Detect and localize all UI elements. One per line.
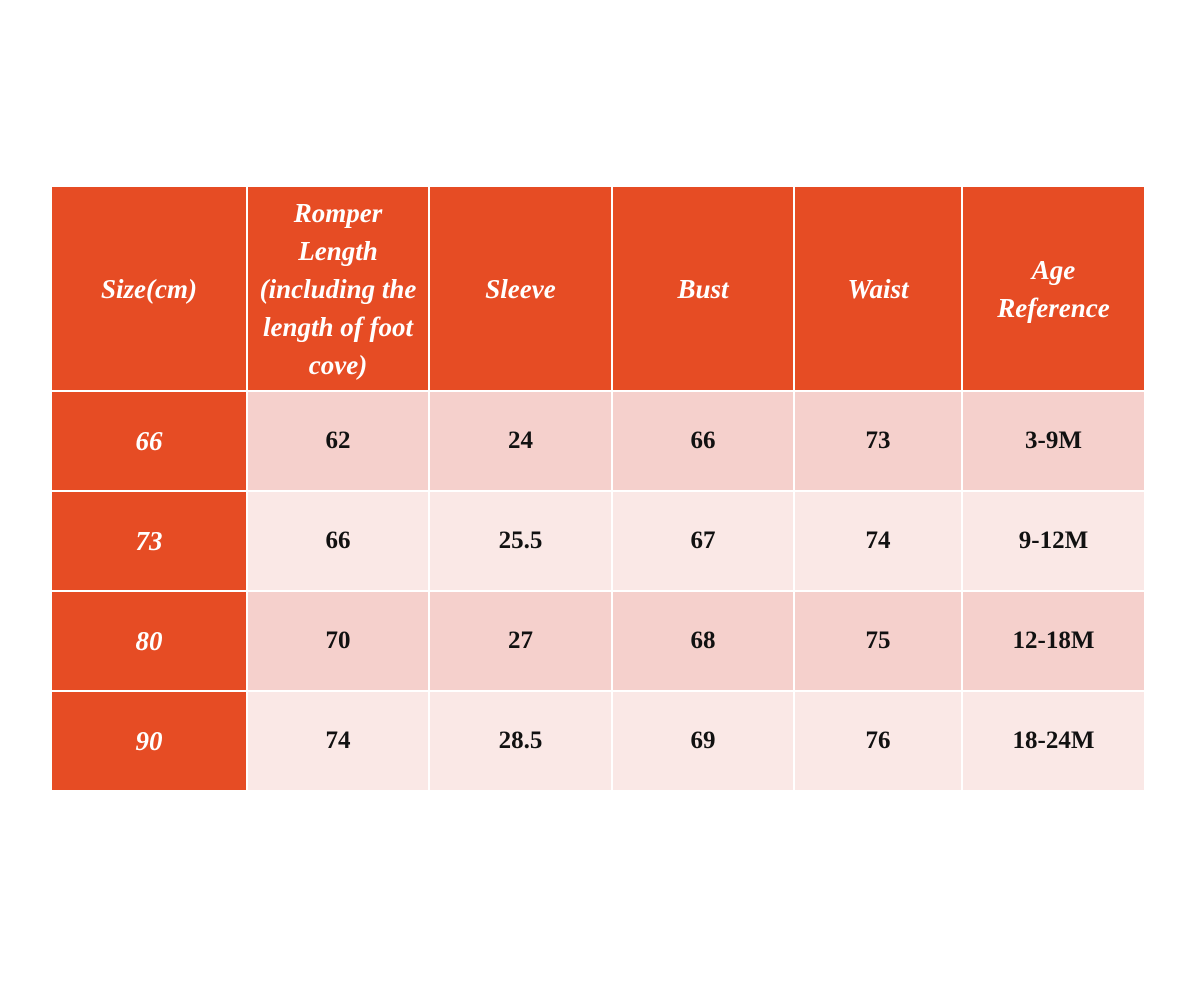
table-body: 66 62 24 66 73 3-9M 73 66 25.5 67 74 9-12M 80 70 27 68 7… <box>50 390 1146 792</box>
size-cell: 66 <box>50 390 248 492</box>
value-cell: 28.5 <box>428 690 613 792</box>
value-cell: 25.5 <box>428 490 613 592</box>
header-cell: Romper Length (including the length of f… <box>246 185 430 392</box>
header-cell: Waist <box>793 185 963 392</box>
value-cell: 62 <box>246 390 430 492</box>
table-row: 80 70 27 68 75 12-18M <box>50 590 1146 692</box>
value-cell: 66 <box>246 490 430 592</box>
value-cell: 76 <box>793 690 963 792</box>
value-cell: 66 <box>611 390 795 492</box>
size-cell: 80 <box>50 590 248 692</box>
header-cell: Sleeve <box>428 185 613 392</box>
value-cell: 74 <box>793 490 963 592</box>
header-cell: Size(cm) <box>50 185 248 392</box>
value-cell: 27 <box>428 590 613 692</box>
value-cell: 3-9M <box>961 390 1146 492</box>
table-row: 90 74 28.5 69 76 18-24M <box>50 690 1146 792</box>
size-cell: 90 <box>50 690 248 792</box>
value-cell: 18-24M <box>961 690 1146 792</box>
header-cell: Age Reference <box>961 185 1146 392</box>
value-cell: 67 <box>611 490 795 592</box>
value-cell: 9-12M <box>961 490 1146 592</box>
header-row: Size(cm) Romper Length (including the len… <box>50 185 1146 392</box>
value-cell: 69 <box>611 690 795 792</box>
value-cell: 68 <box>611 590 795 692</box>
value-cell: 24 <box>428 390 613 492</box>
header-cell: Bust <box>611 185 795 392</box>
table-row: 73 66 25.5 67 74 9-12M <box>50 490 1146 592</box>
size-table: Size(cm) Romper Length (including the len… <box>50 185 1146 792</box>
value-cell: 73 <box>793 390 963 492</box>
value-cell: 74 <box>246 690 430 792</box>
value-cell: 12-18M <box>961 590 1146 692</box>
value-cell: 70 <box>246 590 430 692</box>
size-cell: 73 <box>50 490 248 592</box>
value-cell: 75 <box>793 590 963 692</box>
table-row: 66 62 24 66 73 3-9M <box>50 390 1146 492</box>
